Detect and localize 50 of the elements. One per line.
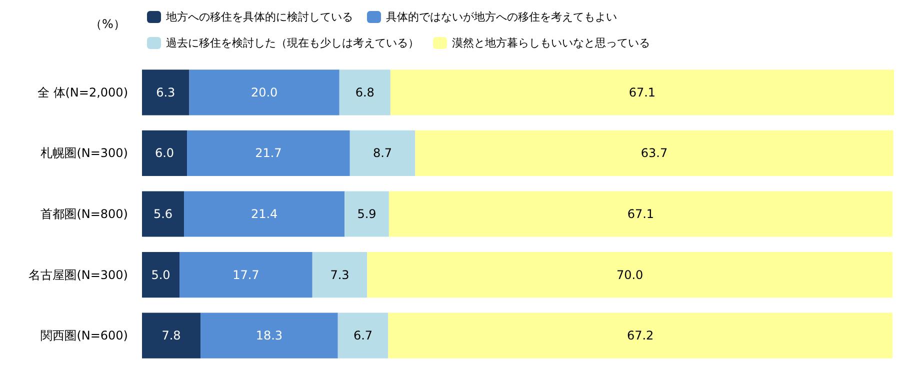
- bar: [390, 70, 894, 116]
- bar: [415, 130, 894, 176]
- y-tick-label: 関西圏(N=600): [40, 328, 128, 343]
- data-label: 6.8: [355, 85, 374, 100]
- y-tick-label: 名古屋圏(N=300): [28, 268, 128, 282]
- bar: [350, 130, 416, 176]
- data-label: 67.1: [627, 207, 654, 221]
- data-label: 67.2: [626, 328, 654, 343]
- bar: [142, 191, 184, 237]
- bar: [344, 191, 389, 237]
- data-label: 18.3: [256, 328, 283, 343]
- data-label: 70.0: [616, 268, 644, 282]
- y-tick-label: 札幌圏(N=300): [40, 146, 128, 160]
- data-label: 5.6: [153, 207, 173, 221]
- bar: [142, 70, 190, 116]
- data-label: 5.9: [357, 207, 376, 221]
- legend-label: 過去に移住を検討した（現在も少しは考えている）: [166, 36, 419, 50]
- bar: [367, 252, 892, 298]
- bar: [312, 252, 368, 298]
- bar: [142, 252, 180, 298]
- data-label: 63.7: [640, 146, 668, 160]
- data-label: 17.7: [232, 268, 260, 282]
- data-label: 6.0: [154, 146, 174, 160]
- data-label: 5.0: [151, 268, 170, 282]
- bar: [180, 252, 312, 298]
- legend-label: 漠然と地方暮らしもいいなと思っている: [452, 36, 650, 50]
- bar: [189, 70, 340, 116]
- data-label: 6.3: [156, 85, 176, 100]
- bar: [388, 312, 892, 358]
- legend-label: 具体的ではないが地方への移住を考えてもよい: [386, 10, 617, 24]
- data-label: 20.0: [250, 85, 278, 100]
- data-label: 67.1: [628, 85, 656, 100]
- data-label: 7.3: [330, 268, 350, 282]
- y-tick-label: 首都圏(N=800): [40, 207, 128, 221]
- bar: [339, 70, 390, 116]
- bar: [338, 312, 388, 358]
- data-label: 21.7: [255, 146, 282, 160]
- bar: [142, 312, 201, 358]
- data-label: 21.4: [250, 207, 278, 221]
- data-label: 8.7: [372, 146, 392, 160]
- bar: [187, 130, 350, 176]
- bar: [142, 130, 188, 176]
- legend-label: 地方への移住を具体的に検討している: [165, 10, 353, 24]
- y-tick-label: 全 体(N=2,000): [37, 85, 128, 100]
- data-label: 7.8: [162, 328, 181, 343]
- bar: [184, 191, 345, 237]
- bar: [200, 312, 338, 358]
- bar: [388, 191, 892, 237]
- x-axis-title: （%）: [90, 17, 126, 31]
- data-label: 6.7: [353, 328, 373, 343]
